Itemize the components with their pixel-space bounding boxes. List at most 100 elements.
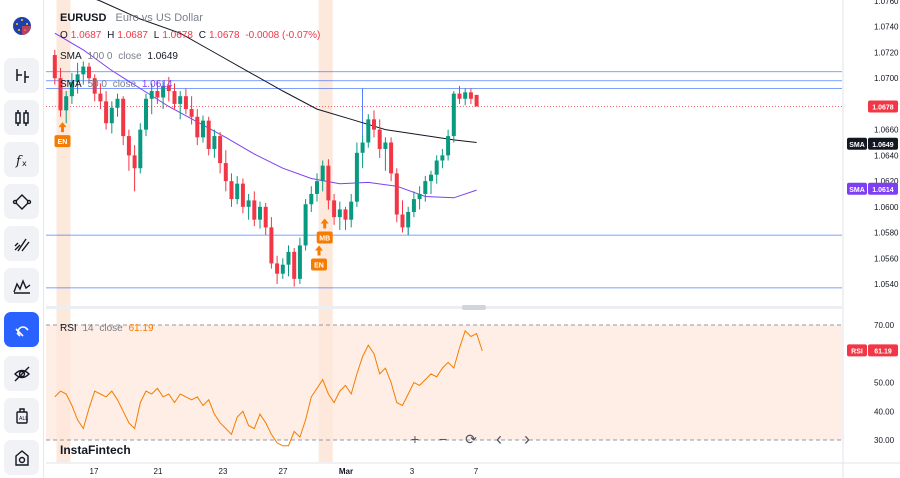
sma50-line	[54, 32, 477, 199]
candle-body	[468, 92, 473, 99]
candle-body	[92, 78, 97, 94]
price-tick-label: 1.0600	[874, 203, 899, 212]
sma100-name: SMA	[60, 51, 82, 62]
price-tick-label: 1.0540	[874, 280, 899, 289]
price-tick-label: 1.0580	[874, 229, 899, 238]
candle-body	[52, 55, 57, 79]
reset-chart-button[interactable]: ⟳	[465, 430, 477, 447]
eu-flag-icon[interactable]	[4, 8, 39, 43]
rsi-tag-name: RSI	[851, 348, 863, 355]
sma100-tag-name-bg	[847, 137, 867, 150]
hide-drawings-icon[interactable]	[4, 356, 39, 391]
candle-body	[474, 94, 479, 107]
candle-body	[246, 200, 251, 207]
sma100-line	[96, 0, 477, 143]
rsi-params: 14	[82, 323, 94, 334]
high-label: H	[107, 30, 115, 41]
trend-line-icon[interactable]	[4, 184, 39, 219]
zoom-in-button[interactable]: +	[410, 431, 420, 447]
candle-body	[297, 245, 302, 279]
rsi-source: close	[99, 323, 123, 334]
candles-icon[interactable]	[4, 100, 39, 135]
pane-separator	[46, 306, 842, 309]
alert-tool-icon[interactable]: ALL	[4, 398, 39, 433]
close-value: 1.0678	[208, 30, 240, 41]
candle-body	[332, 200, 337, 218]
candle-body	[451, 93, 456, 137]
rsi-tick-label: 50.00	[874, 379, 895, 388]
sma50-legend[interactable]: SMA 50 0 close 1.0614	[60, 79, 175, 90]
candle-body	[206, 120, 211, 149]
rsi-tick-label: 30.00	[874, 436, 895, 445]
candle-body	[263, 206, 268, 228]
candle-body	[446, 136, 451, 156]
rsi-tag-value-bg	[868, 344, 898, 357]
candles	[52, 49, 479, 287]
rsi-band-fill	[46, 325, 842, 440]
sma50-tag-value: 1.0614	[872, 187, 894, 194]
brush-tool-icon[interactable]	[4, 226, 39, 261]
candle-body	[218, 136, 223, 164]
event-badge	[316, 231, 333, 244]
candle-body	[303, 204, 308, 246]
time-tick-label: 23	[219, 467, 228, 476]
sma50-tag: SMA 1.0614	[847, 182, 898, 195]
candle-body	[434, 160, 439, 175]
candle-body	[286, 251, 291, 265]
sma50-tag-name-bg	[847, 182, 867, 195]
low-value: 1.0678	[162, 30, 193, 41]
time-tick-label: 7	[474, 467, 479, 476]
zoom-out-button[interactable]: −	[438, 431, 448, 447]
magnet-tool-icon[interactable]	[4, 312, 39, 347]
candle-body	[189, 109, 194, 117]
candle-body	[423, 181, 428, 194]
sma50-source: close	[112, 79, 137, 90]
candle-body	[349, 201, 354, 220]
candle-body	[377, 129, 382, 149]
candle-body	[166, 85, 171, 92]
rsi-tick-label: 70.00	[874, 321, 895, 330]
candle-body	[252, 200, 257, 220]
price-tick-label: 1.0700	[874, 74, 899, 83]
candle-body	[201, 120, 205, 138]
event-badge	[54, 135, 71, 148]
price-tick-label: 1.0740	[874, 23, 899, 32]
candle-body	[366, 119, 371, 143]
candle-body	[275, 263, 280, 274]
candle-body	[98, 93, 103, 102]
candle-body	[463, 92, 468, 99]
candle-body	[400, 214, 405, 228]
candle-body	[126, 136, 131, 156]
svg-text:f: f	[15, 154, 23, 169]
moving-averages	[54, 0, 477, 199]
sma100-tag: SMA 1.0649	[847, 137, 898, 150]
symbol-ticker: EURUSD	[60, 12, 107, 24]
price-tag: 1.0678	[868, 100, 898, 113]
brand-logo: InstaFintech	[60, 443, 131, 457]
rsi-legend[interactable]: RSI 14 close 61.19	[60, 323, 157, 334]
candle-body	[87, 66, 91, 79]
candle-body	[360, 142, 365, 153]
rsi-tag-name-bg	[847, 344, 867, 357]
candle-body	[411, 199, 416, 212]
candle-body	[58, 78, 63, 111]
screenshot-icon[interactable]	[4, 440, 39, 475]
candle-body	[315, 181, 319, 194]
time-tick-label: 21	[154, 467, 163, 476]
sma100-legend[interactable]: SMA 100 0 close 1.0649	[60, 51, 181, 62]
event-badge	[311, 258, 327, 271]
scroll-right-button[interactable]: ›	[524, 428, 530, 449]
candle-body	[309, 193, 314, 205]
price-tick-label: 1.0660	[874, 126, 899, 135]
price-tag-value: 1.0678	[872, 104, 894, 111]
candle-body	[343, 209, 348, 220]
price-tick-label: 1.0760	[874, 0, 899, 6]
crosshair-icon[interactable]	[4, 58, 39, 93]
patterns-icon[interactable]	[4, 268, 39, 303]
price-tag-value-bg	[868, 100, 898, 113]
candle-body	[326, 165, 331, 201]
scroll-left-button[interactable]: ‹	[496, 428, 502, 449]
